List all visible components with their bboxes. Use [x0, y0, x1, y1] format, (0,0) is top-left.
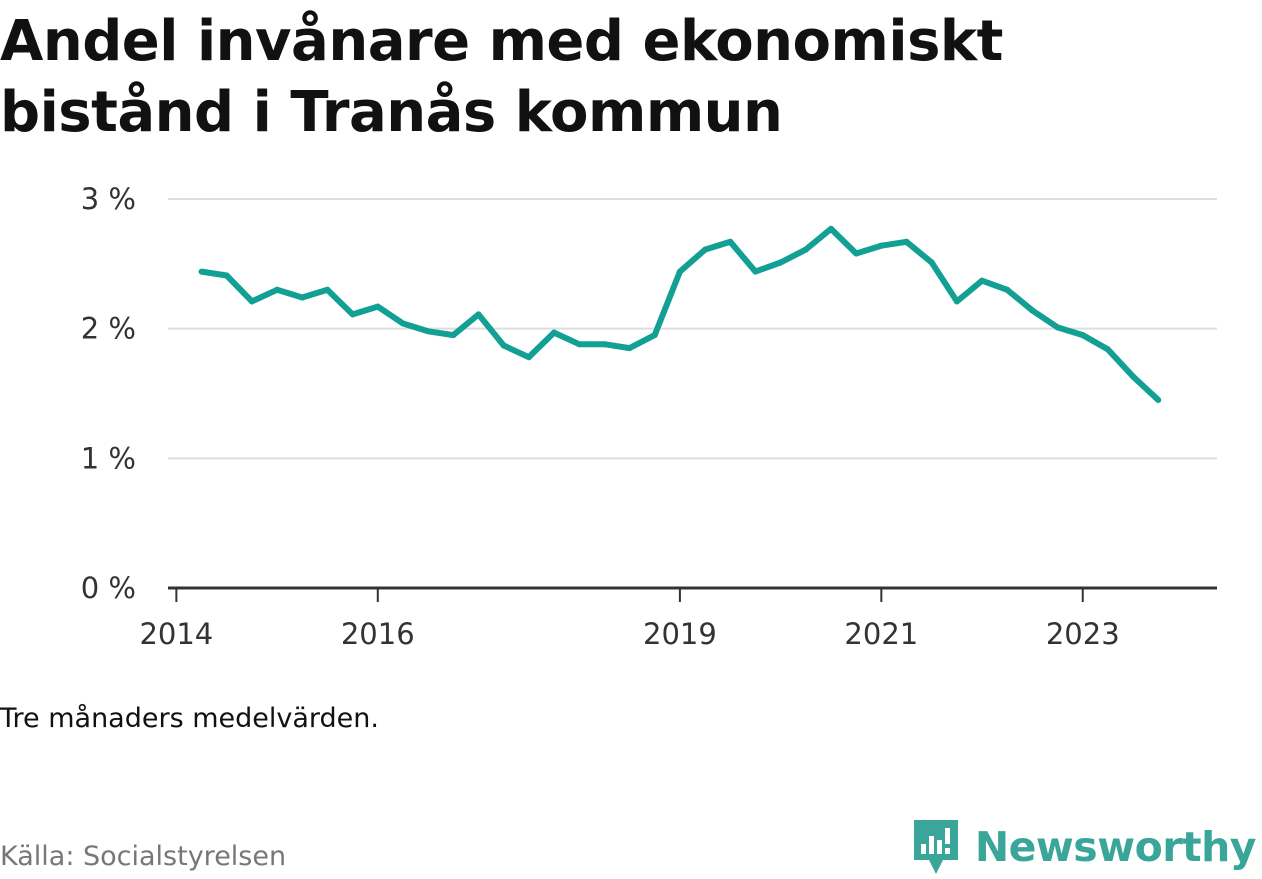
data-point — [525, 354, 532, 361]
data-point — [903, 238, 910, 245]
brand-logo: Newsworthy — [911, 818, 1257, 876]
data-point — [500, 342, 507, 349]
data-point — [1104, 346, 1111, 353]
chart-title: Andel invånare med ekonomiskt bistånd i … — [0, 9, 1003, 145]
data-point — [1155, 396, 1162, 403]
y-axis-ticks: 0 % 1 % 2 % 3 % — [81, 182, 136, 605]
data-point — [878, 242, 885, 249]
data-point — [928, 259, 935, 266]
data-point — [651, 332, 658, 339]
line-chart: 0 % 1 % 2 % 3 % 2014 2016 2019 2021 2023 — [81, 182, 1217, 651]
y-tick-label: 1 % — [81, 441, 136, 475]
data-point — [727, 238, 734, 245]
data-point — [1130, 373, 1137, 380]
data-point — [827, 225, 834, 232]
data-point — [274, 286, 281, 293]
data-point — [601, 341, 608, 348]
x-tick-label: 2016 — [341, 617, 415, 651]
series-line-0 — [201, 225, 1161, 403]
data-point — [676, 268, 683, 275]
data-point — [551, 329, 558, 336]
data-point — [777, 259, 784, 266]
x-tick-label: 2019 — [643, 617, 717, 651]
data-point — [425, 328, 432, 335]
data-point — [576, 341, 583, 348]
newsworthy-logo-icon — [913, 820, 958, 874]
data-point — [299, 294, 306, 301]
data-point — [1029, 307, 1036, 314]
chart-source: Källa: Socialstyrelsen — [0, 841, 287, 872]
data-point — [324, 286, 331, 293]
gridlines — [168, 198, 1217, 460]
data-point — [223, 272, 230, 279]
chart-note: Tre månaders medelvärden. — [0, 703, 379, 734]
x-tick-label: 2023 — [1046, 617, 1120, 651]
data-point — [1079, 332, 1086, 339]
series-layer — [198, 225, 1162, 403]
data-point — [953, 298, 960, 305]
x-tick-label: 2021 — [844, 617, 918, 651]
brand-name: Newsworthy — [974, 823, 1257, 871]
data-point — [1004, 286, 1011, 293]
data-point — [475, 311, 482, 318]
data-point — [702, 246, 709, 253]
data-point — [853, 250, 860, 257]
data-point — [626, 345, 633, 352]
x-tick-label: 2014 — [139, 617, 213, 651]
data-point — [1054, 324, 1061, 331]
data-point — [399, 320, 406, 327]
data-point — [752, 268, 759, 275]
data-point — [349, 311, 356, 318]
data-point — [198, 268, 205, 275]
data-point — [979, 277, 986, 284]
y-tick-label: 3 % — [81, 182, 136, 216]
y-tick-label: 0 % — [81, 571, 136, 605]
data-point — [248, 298, 255, 305]
data-point — [802, 246, 809, 253]
data-point — [450, 332, 457, 339]
x-axis: 2014 2016 2019 2021 2023 — [139, 586, 1217, 651]
data-point — [374, 303, 381, 310]
y-tick-label: 2 % — [81, 312, 136, 346]
